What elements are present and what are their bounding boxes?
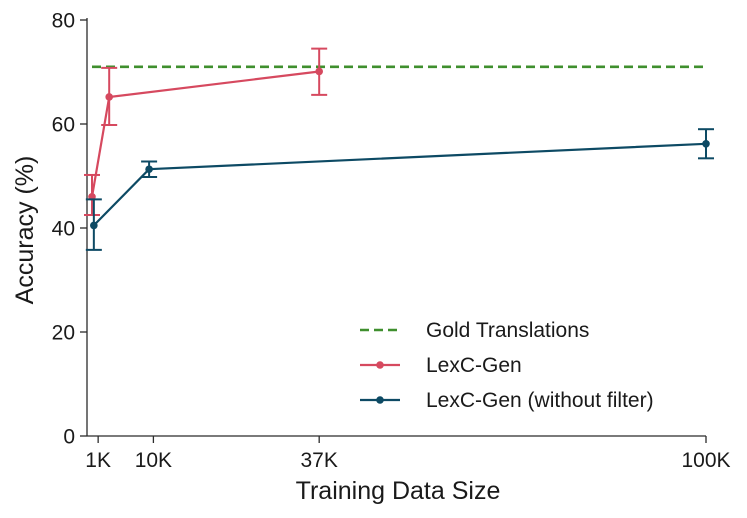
series-lexc-gen-without-filter xyxy=(85,128,714,251)
legend-marker xyxy=(376,361,384,369)
data-point xyxy=(315,67,323,76)
legend-label: LexC-Gen xyxy=(426,354,522,377)
legend-marker xyxy=(376,396,384,404)
x-tick-label: 1K xyxy=(85,449,111,472)
series-line xyxy=(93,142,707,227)
y-tick-label: 60 xyxy=(52,114,75,137)
legend-label: Gold Translations xyxy=(426,319,589,342)
data-point xyxy=(90,221,98,230)
axes: 0 20 40 60 80 1K 10K 37K 100K xyxy=(52,10,731,473)
legend-entry: LexC-Gen (without filter) xyxy=(360,389,654,412)
legend: Gold Translations LexC-Gen LexC-Gen (witho… xyxy=(360,319,654,412)
series-line xyxy=(90,70,320,197)
data-point xyxy=(105,93,113,101)
x-tick-label: 10K xyxy=(135,449,172,472)
legend-label: LexC-Gen (without filter) xyxy=(426,389,654,412)
y-tick-label: 40 xyxy=(52,218,75,241)
y-tick-label: 0 xyxy=(63,426,75,449)
x-tick-label: 100K xyxy=(681,449,730,472)
legend-entry: LexC-Gen xyxy=(360,354,522,377)
y-axis-label: Accuracy (%) xyxy=(11,156,39,305)
y-tick-label: 80 xyxy=(52,10,75,33)
x-axis-label: Training Data Size xyxy=(296,477,501,505)
x-tick-label: 37K xyxy=(300,449,337,472)
data-point xyxy=(145,165,153,174)
data-point xyxy=(702,139,710,148)
series-layer xyxy=(84,47,714,251)
y-tick-label: 20 xyxy=(52,322,75,345)
series-lexc-gen xyxy=(84,47,328,216)
legend-entry: Gold Translations xyxy=(360,319,589,342)
